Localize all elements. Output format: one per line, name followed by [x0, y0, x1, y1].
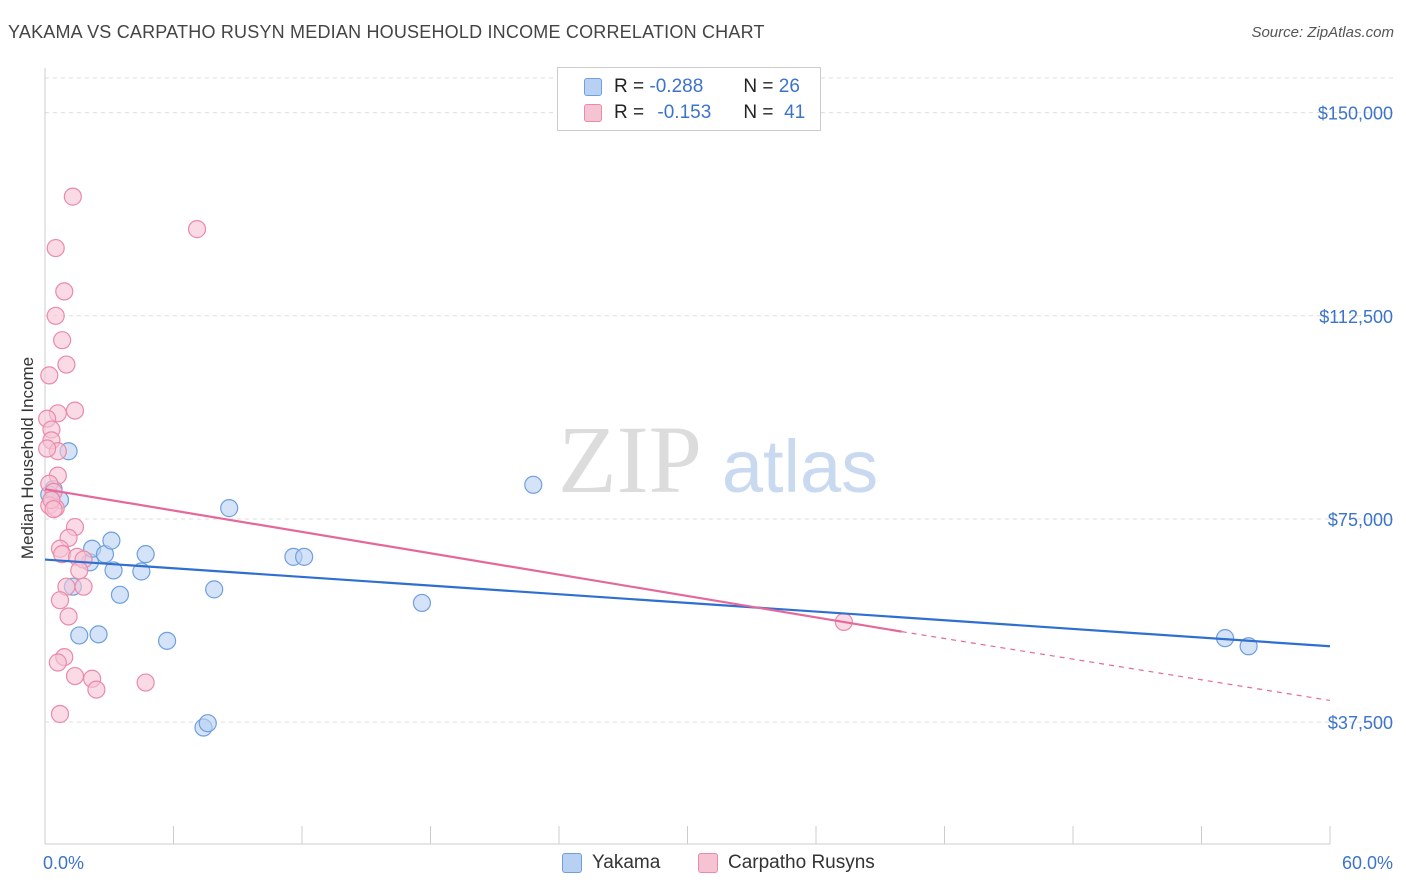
legend-n-label: N = [743, 76, 774, 97]
legend-n-value-yakama: 26 [778, 76, 800, 97]
point-carpatho [65, 401, 85, 420]
y-tick-label: $37,500 [1328, 713, 1393, 733]
correlation-legend: R = -0.288 N = 26 R = -0.153 N = 41 [557, 67, 821, 131]
point-yakama [136, 545, 155, 564]
legend-row-yakama: R = -0.288 N = 26 [584, 75, 800, 99]
point-carpatho [38, 439, 57, 458]
data-points [38, 187, 1258, 737]
axes [44, 68, 1331, 845]
legend-r-value-carpatho: -0.153 [657, 102, 712, 123]
point-carpatho [50, 591, 70, 610]
watermark-atlas: atlas [722, 425, 878, 508]
point-yakama [205, 580, 224, 599]
point-carpatho [55, 282, 74, 301]
legend-r-label: R = [614, 76, 645, 97]
trend-lines [44, 488, 1331, 702]
point-yakama [110, 585, 130, 604]
legend-n-label: N = [743, 102, 774, 123]
axis-tick-labels: $37,500 $75,000 $112,500 $150,000 0.0% 60.0% [43, 104, 1393, 873]
point-yakama [198, 714, 217, 733]
point-carpatho [44, 500, 63, 519]
grid-lines [45, 77, 1394, 723]
trend-line-carpatho-extension [901, 631, 1331, 702]
watermark: ZIP atlas [558, 406, 878, 513]
point-yakama [412, 593, 432, 613]
point-carpatho [74, 577, 93, 596]
legend-swatch-yakama [584, 78, 602, 96]
point-yakama [70, 626, 89, 645]
series-name-yakama: Yakama [592, 852, 661, 873]
point-carpatho [57, 355, 76, 374]
series-name-carpatho: Carpatho Rusyns [728, 852, 875, 873]
point-carpatho [136, 673, 155, 692]
series-legend-carpatho[interactable]: Carpatho Rusyns [698, 852, 875, 874]
point-yakama [157, 631, 177, 650]
x-tick-label-max: 60.0% [1342, 853, 1393, 873]
point-yakama [102, 531, 121, 550]
legend-row-carpatho: R = -0.153 N = 41 [584, 101, 805, 125]
legend-n-value-carpatho: 41 [784, 102, 806, 123]
point-carpatho [87, 680, 106, 699]
series-legend-yakama[interactable]: Yakama [562, 852, 660, 874]
chart-title: YAKAMA VS CARPATHO RUSYN MEDIAN HOUSEHOL… [8, 22, 765, 42]
point-yakama [89, 625, 108, 644]
y-tick-label: $75,000 [1328, 510, 1393, 530]
point-carpatho [50, 704, 70, 724]
source-label: Source: ZipAtlas.com [1251, 24, 1394, 41]
y-tick-label: $150,000 [1318, 104, 1393, 124]
series-swatch-yakama [562, 853, 582, 873]
point-carpatho [46, 238, 65, 258]
point-carpatho [70, 561, 89, 580]
point-yakama [220, 499, 239, 518]
point-carpatho [59, 607, 78, 626]
watermark-zip: ZIP [558, 406, 702, 513]
trend-line-yakama [44, 558, 1331, 648]
legend-swatch-carpatho [584, 104, 602, 122]
legend-r-label: R = [614, 102, 645, 123]
legend-r-value-yakama: -0.288 [649, 76, 704, 97]
x-tick-label-min: 0.0% [43, 853, 84, 873]
point-carpatho [48, 653, 67, 672]
y-tick-label: $112,500 [1319, 307, 1393, 327]
point-carpatho [53, 331, 72, 350]
point-yakama [295, 547, 314, 566]
point-carpatho [63, 187, 82, 206]
point-carpatho [187, 220, 207, 239]
trend-line-carpatho [44, 488, 902, 633]
point-yakama [524, 475, 543, 494]
point-yakama [104, 561, 123, 580]
point-carpatho [65, 666, 85, 686]
series-swatch-carpatho [698, 853, 718, 873]
y-axis-label: Median Household Income [18, 356, 37, 560]
point-carpatho [46, 306, 65, 325]
point-carpatho [40, 366, 59, 385]
